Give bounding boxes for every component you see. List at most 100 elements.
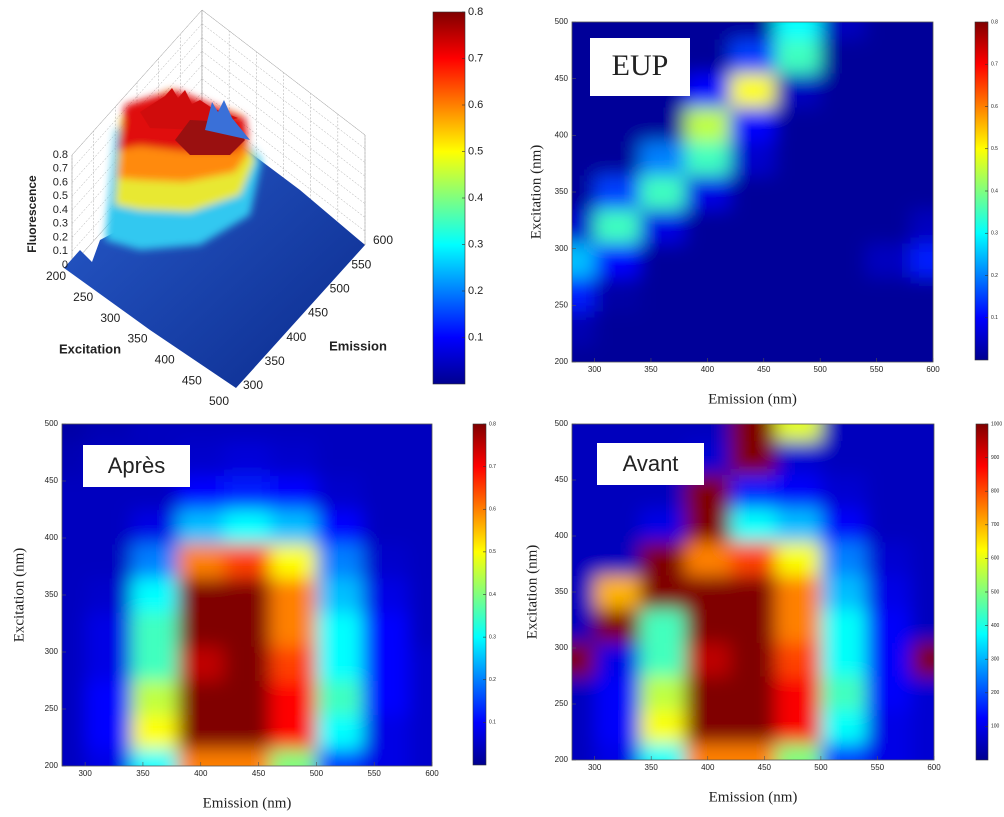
heatmap-cell [865,209,911,244]
heatmap-cell [729,311,776,346]
x-tick-label: 350 [127,332,147,346]
y-tick-label: 500 [555,419,569,428]
heatmap-cell [177,748,225,766]
heatmap-cell [572,474,596,509]
heatmap-cell [820,608,867,643]
heatmap-cell [572,508,596,543]
heatmap-cell [270,543,317,579]
heatmap-cell [572,676,596,711]
heatmap-cell [572,424,596,442]
heatmap-cell [594,277,641,312]
x-tick-label: 450 [757,365,771,374]
heatmap-cell [316,509,364,545]
x-axis-label: Emission (nm) [203,795,292,811]
heatmap-cell [85,612,132,647]
heatmap-cell [820,440,867,475]
heatmap-cell [866,608,912,643]
y-axis-label: Excitation (nm) [11,548,27,643]
heatmap-cell [572,39,596,74]
heatmap-cell [730,508,777,543]
colorbar-tick-label: 200 [991,690,1000,696]
heatmap-cell [820,73,866,108]
heatmap-cell [775,440,822,475]
heatmap-cell [572,107,596,142]
heatmap-cell [270,475,317,510]
colorbar-tick-label: 0.3 [991,231,998,237]
heatmap-cell [820,39,866,74]
heatmap-cells [572,22,933,362]
heatmap-cell [639,243,686,278]
colorbar-tick-label: 0.7 [991,62,998,68]
heatmap-cell [684,141,731,176]
heatmap-cell [316,543,364,579]
heatmap-cell [223,543,271,579]
x-tick-label: 500 [814,365,828,374]
grid-line [201,9,366,136]
heatmap-cell [730,743,777,760]
colorbar-tick-label: 0.7 [468,52,483,64]
colorbar-tick-label: 0.6 [489,507,496,513]
heatmap-cell [594,243,641,278]
heatmap-cell [639,22,686,40]
heatmap-cell [685,743,731,760]
heatmap-cell [820,175,866,210]
grid-line [201,78,366,204]
heatmap-cell [572,608,596,643]
heatmap-cell [911,743,934,760]
heatmap-cell [730,424,777,442]
heatmap-cell [270,646,317,681]
heatmap-cell [223,509,271,545]
heatmap-cell [316,577,364,613]
heatmap-cell [775,22,821,40]
x-tick-label: 450 [182,373,202,387]
heatmap-cell [572,175,596,210]
x-tick-label: 400 [701,763,715,772]
heatmap-cell [223,680,271,716]
heatmap-cell [866,709,912,744]
heatmap-cell [639,345,686,362]
grid-line [201,92,366,218]
colorbar-tick-label: 0.5 [991,146,998,152]
heatmap-cell [684,209,731,244]
heatmap-cell [639,541,686,576]
heatmap-cell [316,748,364,766]
heatmap-cell [911,474,934,509]
heatmap-cell [62,509,86,545]
heatmap-cell [408,509,432,545]
heatmap-cell [62,680,86,716]
heatmap-cell [684,22,731,40]
colorbar [432,11,466,385]
heatmap-cell [910,39,933,74]
heatmap-cell [820,345,866,362]
heatmap-cell [594,175,641,210]
heatmap-cell [62,441,86,476]
grid-line [201,106,366,232]
z-axis-label: Fluorescence [25,175,39,253]
heatmap-cell [223,646,271,681]
heatmap-cell [866,541,912,576]
y-tick-label: 400 [555,130,569,139]
heatmap-cell [685,642,731,677]
colorbar-tick-label: 0.4 [991,188,998,194]
heatmap-cell [775,676,822,711]
heatmap-cell [911,608,934,643]
y-tick-label: 200 [555,755,569,764]
heatmap-cell [270,612,317,647]
y-tick-label: 200 [555,357,569,366]
heatmap-cell [316,612,364,647]
heatmap-cell [865,243,911,278]
x-tick-label: 600 [425,769,439,778]
heatmap-cell [911,440,934,475]
heatmap-cell [362,509,410,545]
x-tick-label: 300 [78,769,92,778]
heatmap-cell [316,714,364,750]
heatmap-cell [408,612,432,647]
heatmap-cell [911,424,934,442]
heatmap-cell [594,311,641,346]
heatmap-cell [572,141,596,176]
heatmap-cell [639,575,686,610]
heatmap-cell [270,509,317,545]
heatmap-cell [775,709,822,744]
heatmap-cell [62,475,86,510]
heatmap-cell [775,508,822,543]
